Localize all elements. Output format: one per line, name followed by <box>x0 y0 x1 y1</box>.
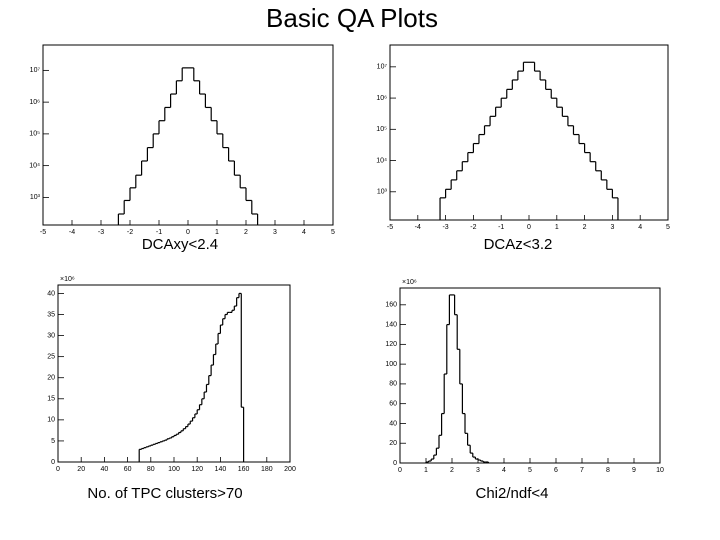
x-tick-label: -5 <box>387 224 393 231</box>
x-tick-label: 180 <box>261 466 273 473</box>
y-tick-label: 10⁷ <box>30 67 41 74</box>
x-tick-label: 6 <box>554 467 558 474</box>
slide-title: Basic QA Plots <box>266 3 438 33</box>
x-tick-label: 3 <box>610 224 614 231</box>
y-tick-label: 0 <box>393 460 397 467</box>
y-tick-label: 10³ <box>377 189 388 196</box>
y-tick-label: 10⁶ <box>29 99 40 106</box>
x-tick-label: -5 <box>40 229 46 236</box>
y-tick-label: 10⁴ <box>376 157 387 164</box>
x-tick-label: 3 <box>476 467 480 474</box>
y-tick-label: 20 <box>47 375 55 382</box>
x-tick-label: 4 <box>302 229 306 236</box>
x-tick-label: 5 <box>528 467 532 474</box>
x-tick-label: 40 <box>101 466 109 473</box>
x-tick-label: 5 <box>331 229 335 236</box>
x-tick-label: 9 <box>632 467 636 474</box>
y-tick-label: 160 <box>385 302 397 309</box>
x-tick-label: 160 <box>238 466 250 473</box>
plot-frame <box>389 44 669 221</box>
x-tick-label: 5 <box>666 224 670 231</box>
x-tick-label: 8 <box>606 467 610 474</box>
x-tick-label: -1 <box>498 224 504 231</box>
plot-caption: Chi2/ndf<4 <box>476 485 549 502</box>
y-tick-label: 10⁴ <box>29 162 40 169</box>
x-tick-label: 1 <box>424 467 428 474</box>
x-tick-label: -2 <box>470 224 476 231</box>
y-tick-label: 10³ <box>30 194 41 201</box>
x-tick-label: 10 <box>656 467 664 474</box>
y-tick-label: 10⁵ <box>29 131 40 138</box>
y-tick-label: 120 <box>385 341 397 348</box>
x-tick-label: 1 <box>555 224 559 231</box>
x-tick-label: 100 <box>168 466 180 473</box>
y-tick-label: 30 <box>47 332 55 339</box>
y-tick-label: 60 <box>389 401 397 408</box>
y-factor: ×10⁶ <box>402 279 417 286</box>
y-tick-label: 10 <box>47 417 55 424</box>
x-tick-label: -3 <box>98 229 104 236</box>
x-tick-label: 20 <box>77 466 85 473</box>
x-tick-label: -2 <box>127 229 133 236</box>
y-factor: ×10⁶ <box>60 276 75 283</box>
y-tick-label: 100 <box>385 361 397 368</box>
y-tick-label: 10⁶ <box>376 95 387 102</box>
x-tick-label: 80 <box>147 466 155 473</box>
y-tick-label: 25 <box>47 353 55 360</box>
plot-frame <box>42 44 334 226</box>
y-tick-label: 20 <box>389 440 397 447</box>
x-tick-label: 2 <box>244 229 248 236</box>
y-tick-label: 0 <box>51 459 55 466</box>
plot-caption: DCAz<3.2 <box>484 236 553 253</box>
x-tick-label: 2 <box>583 224 587 231</box>
x-tick-label: 0 <box>527 224 531 231</box>
y-tick-label: 80 <box>389 381 397 388</box>
x-tick-label: 2 <box>450 467 454 474</box>
plot-caption: No. of TPC clusters>70 <box>87 485 242 502</box>
x-tick-label: -3 <box>442 224 448 231</box>
y-tick-label: 10⁵ <box>376 126 387 133</box>
x-tick-label: 140 <box>215 466 227 473</box>
x-tick-label: -1 <box>156 229 162 236</box>
x-tick-label: 200 <box>284 466 296 473</box>
y-tick-label: 35 <box>47 311 55 318</box>
y-tick-label: 40 <box>389 420 397 427</box>
x-tick-label: 1 <box>215 229 219 236</box>
x-tick-label: 3 <box>273 229 277 236</box>
y-tick-label: 140 <box>385 321 397 328</box>
x-tick-label: -4 <box>415 224 421 231</box>
y-tick-label: 15 <box>47 396 55 403</box>
x-tick-label: -4 <box>69 229 75 236</box>
x-tick-label: 60 <box>124 466 132 473</box>
plot-caption: DCAxy<2.4 <box>142 236 218 253</box>
x-tick-label: 7 <box>580 467 584 474</box>
x-tick-label: 120 <box>191 466 203 473</box>
x-tick-label: 4 <box>502 467 506 474</box>
x-tick-label: 0 <box>56 466 60 473</box>
y-tick-label: 5 <box>51 438 55 445</box>
y-tick-label: 10⁷ <box>377 64 388 71</box>
x-tick-label: 4 <box>638 224 642 231</box>
x-tick-label: 0 <box>398 467 402 474</box>
x-tick-label: 0 <box>186 229 190 236</box>
y-tick-label: 40 <box>47 290 55 297</box>
